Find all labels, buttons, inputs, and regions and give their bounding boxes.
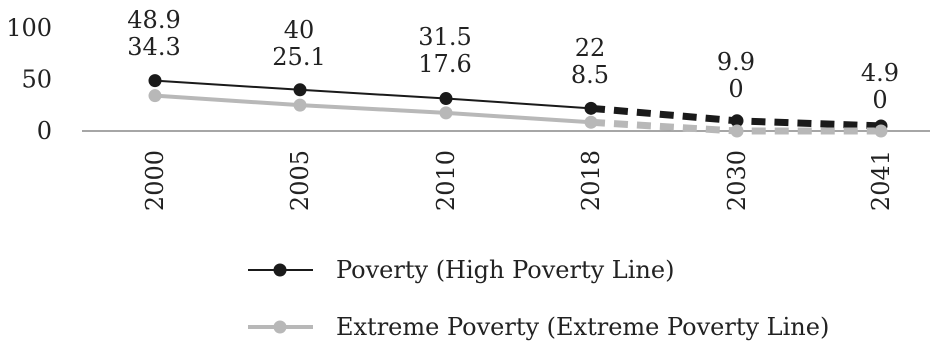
data-label-extreme: 34.3 <box>127 33 180 61</box>
data-label-extreme: 0 <box>728 75 743 103</box>
data-label-extreme: 17.6 <box>418 50 471 78</box>
data-label-extreme: 8.5 <box>571 61 609 89</box>
series-lines <box>154 79 882 135</box>
data-label-poverty: 22 <box>575 34 606 62</box>
x-tick-label: 2005 <box>286 150 314 211</box>
x-tick-labels: 2000 2005 2010 2018 2030 2041 <box>141 150 895 211</box>
y-tick-label: 50 <box>21 66 52 94</box>
data-point <box>730 114 744 128</box>
x-tick-label: 2010 <box>432 150 460 211</box>
series-line-solid <box>154 93 592 125</box>
data-label-extreme: 0 <box>872 86 887 114</box>
data-label-poverty: 4.9 <box>861 59 899 87</box>
data-point <box>584 115 598 129</box>
data-label-poverty: 31.5 <box>418 23 471 51</box>
x-tick-label: 2000 <box>141 150 169 211</box>
series-line-solid <box>154 79 592 110</box>
data-label-extreme: 25.1 <box>272 43 325 71</box>
data-point <box>874 124 888 138</box>
data-point <box>148 89 162 103</box>
data-point <box>584 101 598 115</box>
data-label-poverty: 48.9 <box>127 6 180 34</box>
legend: Poverty (High Poverty Line) Extreme Pover… <box>248 256 829 341</box>
data-label-poverty: 9.9 <box>717 48 755 76</box>
series-markers <box>148 74 888 138</box>
data-point <box>730 124 744 138</box>
data-point <box>439 106 453 120</box>
legend-marker <box>273 320 287 334</box>
legend-label: Poverty (High Poverty Line) <box>336 256 674 284</box>
data-point <box>293 83 307 97</box>
x-tick-label: 2018 <box>577 150 605 211</box>
data-point <box>148 74 162 88</box>
legend-label: Extreme Poverty (Extreme Poverty Line) <box>336 313 829 341</box>
y-tick-labels: 0 50 100 <box>6 14 52 145</box>
data-point <box>439 92 453 106</box>
y-tick-label: 100 <box>6 14 52 42</box>
x-tick-label: 2041 <box>867 150 895 211</box>
data-label-poverty: 40 <box>284 16 315 44</box>
legend-marker <box>273 263 287 277</box>
y-tick-label: 0 <box>37 117 52 145</box>
x-tick-label: 2030 <box>723 150 751 211</box>
data-point <box>293 98 307 112</box>
